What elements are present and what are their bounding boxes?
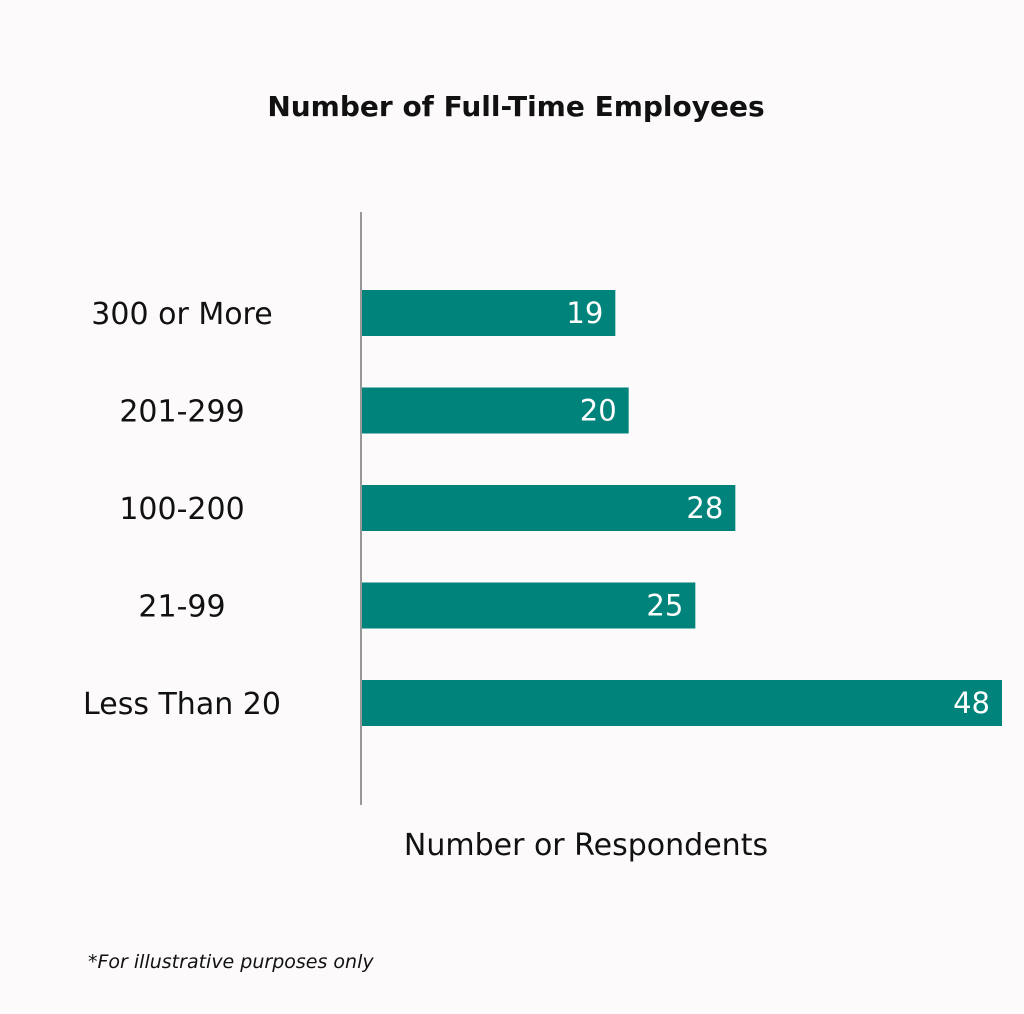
category-label-4: Less Than 20 <box>83 687 281 722</box>
value-label-0: 19 <box>566 296 603 330</box>
footnote: *For illustrative purposes only <box>88 951 374 973</box>
value-label-1: 20 <box>580 394 617 428</box>
category-labels: 300 or More 201-299 100-200 21-99 Less Than … <box>83 297 281 722</box>
bar-0 <box>362 290 616 336</box>
bar-2 <box>362 485 736 531</box>
bar-3 <box>362 582 696 629</box>
chart-title: Number of Full-Time Employees <box>267 90 764 123</box>
x-axis-label: Number or Respondents <box>404 828 768 863</box>
value-labels: 19 20 28 25 48 <box>566 296 990 720</box>
value-label-3: 25 <box>646 589 683 623</box>
category-label-3: 21-99 <box>138 590 225 625</box>
bar-1 <box>362 387 629 434</box>
value-label-2: 28 <box>686 491 723 525</box>
bars-group <box>362 290 1002 726</box>
value-label-4: 48 <box>953 686 990 720</box>
category-label-2: 100-200 <box>119 492 244 527</box>
category-label-1: 201-299 <box>119 395 244 430</box>
category-label-0: 300 or More <box>91 297 272 332</box>
bar-4 <box>362 680 1002 726</box>
